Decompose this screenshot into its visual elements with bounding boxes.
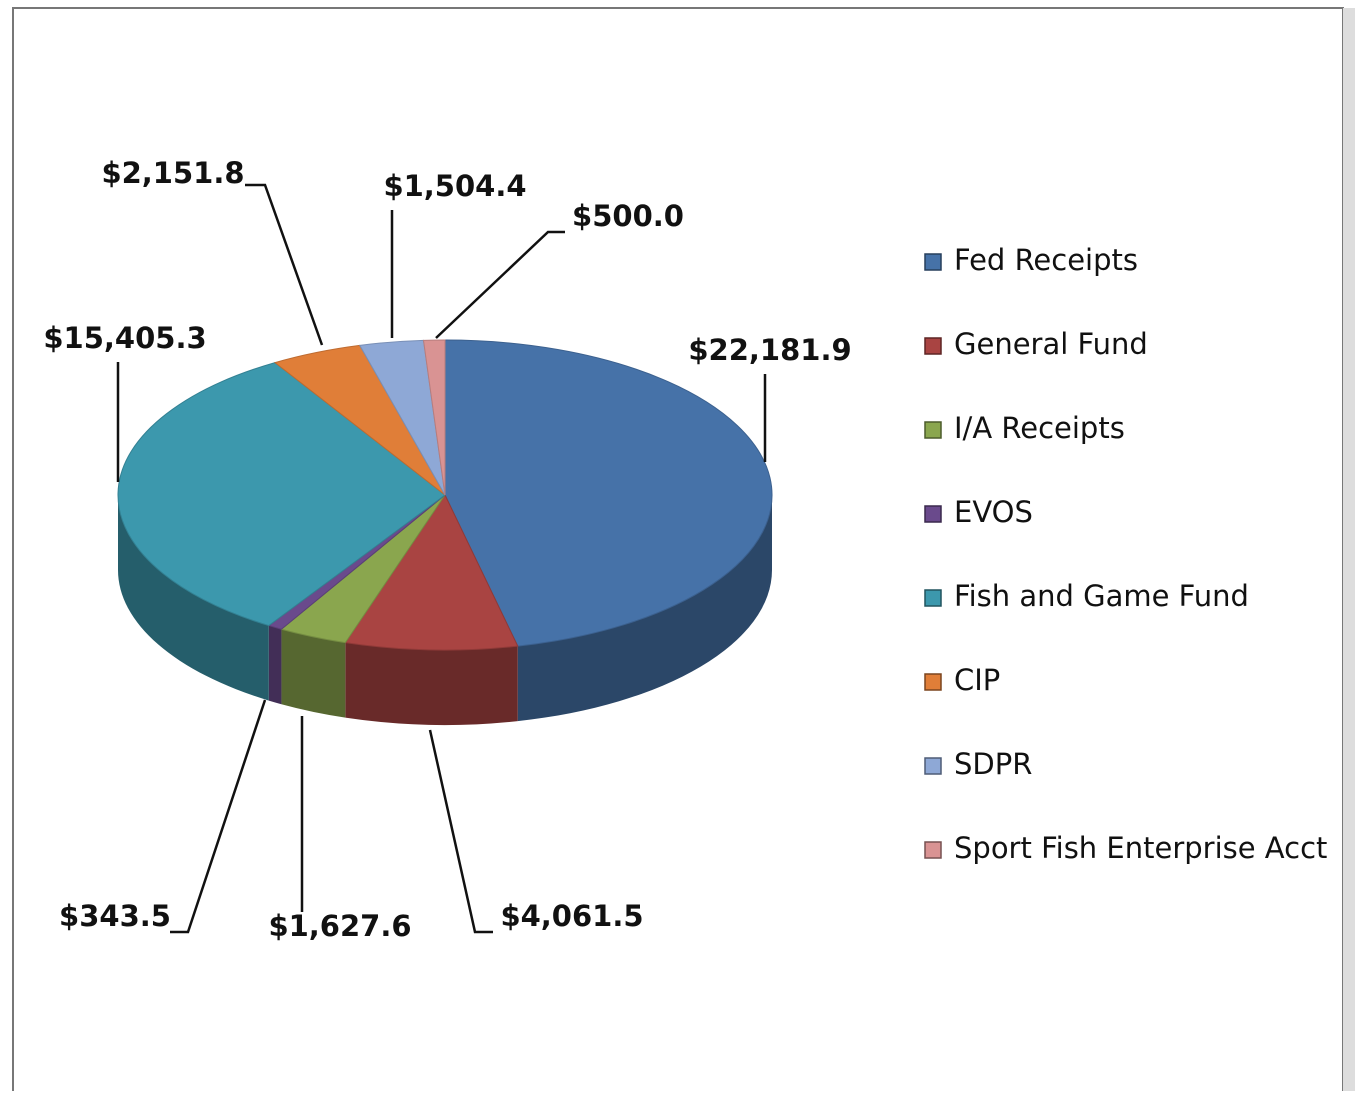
legend-swatch — [924, 589, 942, 607]
data-label: $343.5 — [59, 899, 171, 933]
legend-label: I/A Receipts — [954, 411, 1125, 445]
data-label: $22,181.9 — [688, 333, 851, 367]
legend-label: Fed Receipts — [954, 243, 1138, 277]
pie — [117, 339, 773, 725]
slice — [117, 362, 446, 627]
leader-line — [435, 230, 565, 339]
legend-label: EVOS — [954, 495, 1033, 529]
data-label: $4,061.5 — [500, 899, 643, 933]
leader-line — [170, 699, 267, 934]
legend-swatch — [924, 337, 942, 355]
frame-shadow — [1343, 8, 1355, 1091]
leader-line — [428, 729, 493, 934]
legend-label: Sport Fish Enterprise Acct — [954, 831, 1327, 865]
data-label: $1,627.6 — [268, 909, 411, 943]
legend-label: Fish and Game Fund — [954, 579, 1249, 613]
legend-swatch — [924, 421, 942, 439]
legend-swatch — [924, 841, 942, 859]
legend: Fed Receipts General Fund I/A Receipts EVOS… — [924, 243, 1327, 865]
slice-side — [517, 495, 772, 722]
leader-line — [245, 183, 324, 346]
data-label: $15,405.3 — [43, 321, 206, 355]
slice — [444, 339, 773, 647]
legend-swatch — [924, 505, 942, 523]
slice — [422, 339, 446, 496]
slice-side — [281, 629, 346, 718]
legend-label: General Fund — [954, 327, 1148, 361]
slice — [344, 493, 519, 651]
legend-swatch — [924, 757, 942, 775]
data-label: $1,504.4 — [383, 169, 526, 203]
legend-label: SDPR — [954, 747, 1032, 781]
slice-side — [345, 642, 518, 725]
data-label: $500.0 — [572, 199, 684, 233]
data-labels: $22,181.9 $4,061.5 $1,627.6 $343.5 $15,405.3… — [43, 156, 851, 943]
slice-side — [268, 625, 282, 705]
legend-swatch — [924, 673, 942, 691]
slice-side — [118, 495, 269, 701]
legend-label: CIP — [954, 663, 1000, 697]
legend-swatch — [924, 253, 942, 271]
data-label: $2,151.8 — [101, 156, 244, 190]
